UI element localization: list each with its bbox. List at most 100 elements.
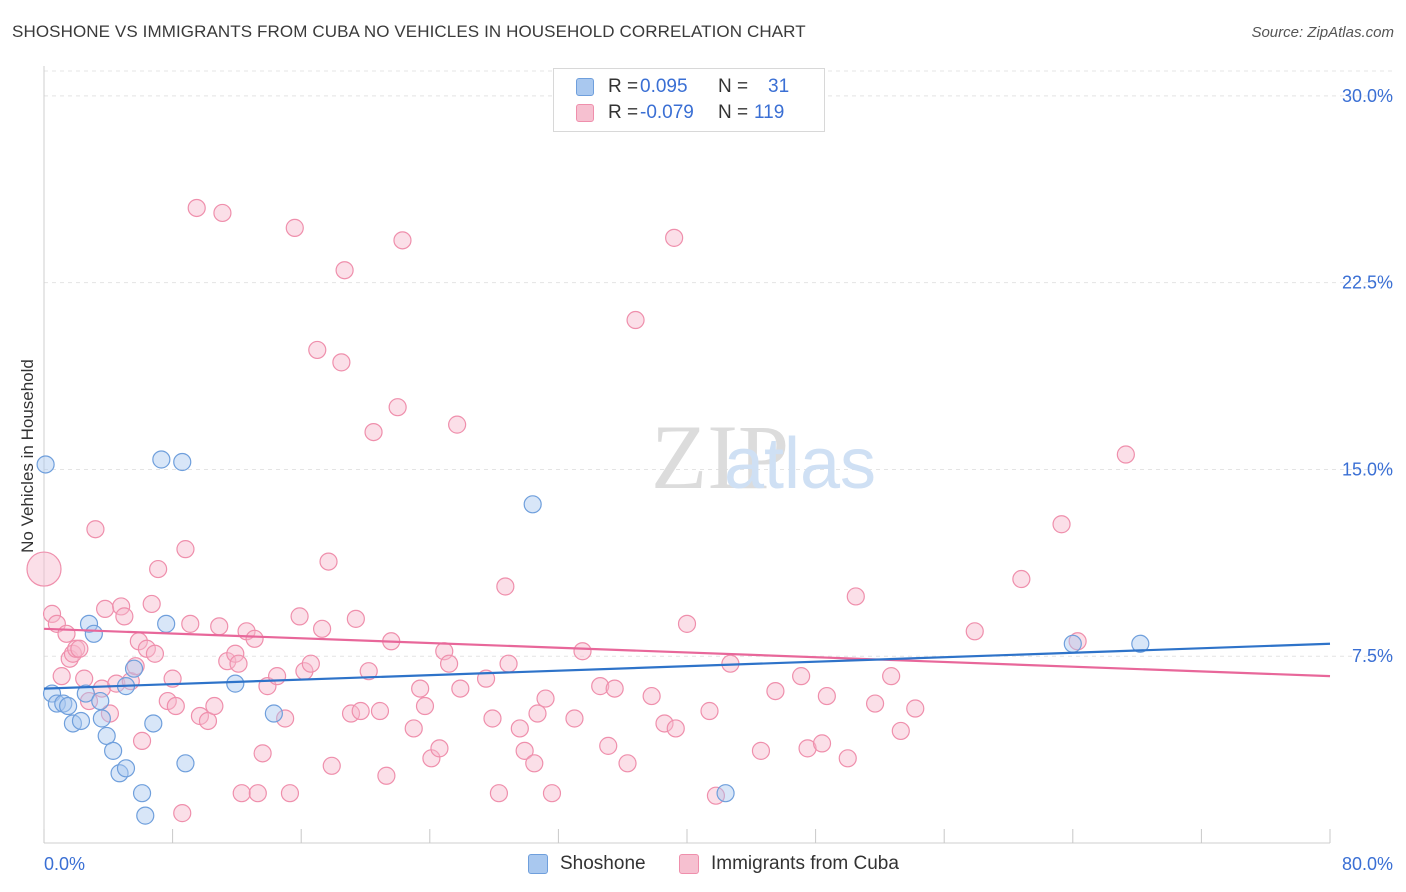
legend-n-label: N = bbox=[718, 102, 749, 123]
data-point bbox=[700, 701, 719, 721]
data-point bbox=[618, 754, 637, 773]
data-point bbox=[84, 624, 103, 643]
data-point bbox=[322, 756, 341, 775]
data-point bbox=[312, 619, 332, 638]
y-tick-label: 30.0% bbox=[1342, 86, 1393, 106]
data-point bbox=[253, 744, 272, 763]
data-point bbox=[97, 726, 116, 746]
x-tick-label-min: 0.0% bbox=[44, 854, 85, 874]
data-point bbox=[280, 784, 300, 803]
data-point bbox=[95, 599, 115, 619]
data-point bbox=[301, 654, 320, 673]
data-point bbox=[528, 704, 547, 723]
legend-label-shoshone: Shoshone bbox=[560, 853, 646, 874]
legend-label-cuba: Immigrants from Cuba bbox=[711, 853, 899, 874]
data-point bbox=[57, 624, 76, 643]
data-point bbox=[536, 689, 555, 708]
data-point bbox=[52, 667, 71, 686]
watermark-atlas: atlas bbox=[724, 424, 876, 504]
data-point bbox=[132, 731, 152, 750]
data-point bbox=[1131, 634, 1150, 653]
legend-swatch-cuba bbox=[576, 104, 594, 122]
data-point bbox=[489, 784, 509, 803]
legend-r-value: 0.095 bbox=[640, 76, 688, 97]
legend-row-shoshone: R = 0.095 N = 31 bbox=[576, 74, 789, 100]
data-point bbox=[47, 694, 66, 713]
x-tick-labels: 0.0% 80.0% bbox=[44, 854, 1393, 874]
data-point bbox=[226, 674, 245, 693]
data-point bbox=[76, 684, 95, 703]
data-point bbox=[716, 784, 735, 803]
data-point bbox=[152, 450, 171, 469]
data-point bbox=[145, 644, 165, 663]
data-point bbox=[523, 495, 542, 514]
data-point bbox=[665, 228, 684, 247]
data-point bbox=[751, 741, 771, 760]
data-point bbox=[285, 218, 304, 237]
data-point bbox=[173, 452, 192, 472]
data-point bbox=[112, 597, 131, 616]
stats-legend: R = 0.095 N = 31 R = -0.079 N = 119 bbox=[553, 68, 825, 132]
data-point bbox=[142, 594, 161, 614]
data-point bbox=[838, 749, 857, 768]
data-point bbox=[573, 642, 592, 661]
data-point bbox=[198, 711, 218, 731]
data-point bbox=[965, 622, 984, 641]
data-point bbox=[181, 614, 200, 633]
y-tick-label: 15.0% bbox=[1342, 459, 1393, 479]
data-point bbox=[483, 709, 502, 728]
data-point bbox=[542, 784, 562, 803]
data-point bbox=[430, 739, 449, 758]
data-point bbox=[510, 719, 529, 738]
y-axis-label: No Vehicles in Household bbox=[18, 359, 37, 553]
data-point bbox=[591, 677, 610, 696]
data-point bbox=[176, 540, 195, 559]
data-point bbox=[116, 759, 136, 778]
data-point bbox=[60, 649, 79, 668]
data-point bbox=[290, 607, 309, 626]
legend-row-cuba: R = -0.079 N = 119 bbox=[576, 100, 784, 126]
data-point bbox=[205, 696, 224, 716]
axes bbox=[43, 66, 1331, 844]
legend-r-value: -0.079 bbox=[640, 102, 694, 123]
data-point bbox=[176, 754, 195, 773]
watermark-zip: ZIP bbox=[651, 406, 789, 508]
data-point bbox=[677, 614, 697, 633]
data-point bbox=[210, 617, 229, 636]
data-point bbox=[642, 686, 661, 706]
data-point bbox=[124, 659, 144, 678]
data-point bbox=[264, 704, 283, 723]
data-point bbox=[42, 604, 62, 623]
trend-lines bbox=[43, 627, 1331, 690]
data-point bbox=[157, 614, 176, 633]
data-point bbox=[525, 754, 544, 773]
legend-r-label: R = bbox=[608, 76, 639, 97]
data-point bbox=[439, 654, 459, 673]
legend-r-label: R = bbox=[608, 102, 639, 123]
legend-item-shoshone: Shoshone bbox=[528, 850, 646, 878]
grid bbox=[44, 70, 1394, 657]
y-tick-label: 7.5% bbox=[1352, 646, 1393, 666]
data-point bbox=[54, 694, 73, 713]
data-point bbox=[499, 654, 518, 673]
data-point bbox=[605, 679, 624, 698]
data-point bbox=[404, 719, 423, 738]
data-point bbox=[144, 714, 163, 733]
data-point bbox=[70, 639, 89, 658]
data-point bbox=[267, 667, 287, 686]
data-point bbox=[1068, 632, 1087, 651]
legend-n-label: N = bbox=[718, 76, 749, 97]
data-point bbox=[599, 736, 618, 755]
data-point bbox=[1052, 515, 1071, 534]
data-point bbox=[812, 734, 832, 753]
data-point bbox=[276, 709, 295, 728]
data-point bbox=[393, 231, 412, 250]
data-point bbox=[91, 691, 110, 711]
data-point bbox=[149, 559, 168, 579]
legend-swatch-shoshone bbox=[576, 78, 594, 96]
source-credit: Source: ZipAtlas.com bbox=[1251, 24, 1394, 41]
data-point bbox=[104, 741, 123, 760]
data-point bbox=[1063, 634, 1082, 653]
data-point bbox=[655, 714, 674, 733]
